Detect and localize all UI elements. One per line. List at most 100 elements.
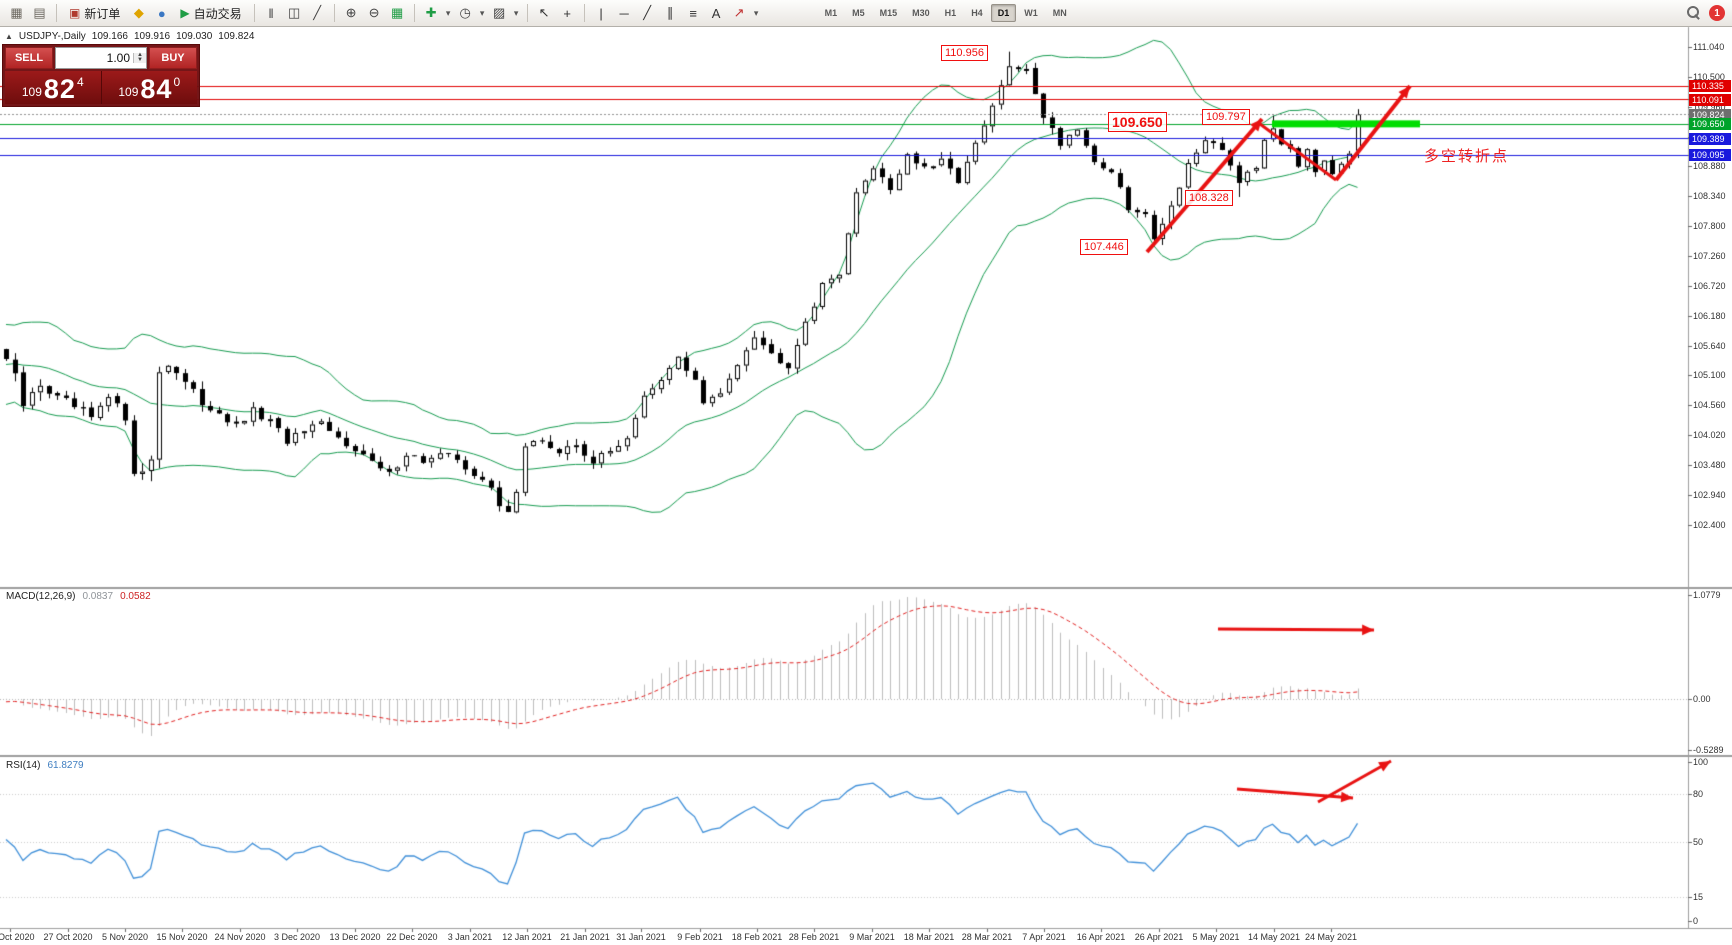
new-chart-icon[interactable]: ▦ [10,5,23,20]
new-order-button-label: 新订单 [84,6,121,21]
one-click-trading-panel: SELL 1.00 ▲ ▼ BUY 109 82 4 109 84 0 [2,44,200,107]
price-tick-102.940: 102.940 [1693,489,1726,500]
templates-caret-icon[interactable]: ▾ [513,7,519,18]
bar-chart-mode-icon[interactable]: ‖ [268,5,274,21]
date-label-22-Dec-2020: 22 Dec 2020 [386,932,438,942]
date-label-5-Nov-2020: 5 Nov 2020 [101,932,149,942]
sell-price-big: 82 [43,74,76,104]
price-tick-102.400: 102.400 [1693,519,1726,530]
volume-down-icon[interactable]: ▼ [134,57,146,63]
fibonacci-icon[interactable]: ≡ [689,5,697,21]
metaeditor-icon[interactable]: ◆ [133,5,144,20]
objects-caret-icon[interactable]: ▾ [753,7,759,18]
date-label-28-Feb-2021: 28 Feb 2021 [788,932,840,942]
price-badge-109.095: 109.095 [1689,149,1731,162]
macd-scale-1.0779: 1.0779 [1693,589,1721,600]
profiles-icon[interactable]: ▤ [33,5,46,20]
annotation-resistance-109650[interactable]: 109.650 [1108,112,1167,132]
periods-caret-icon[interactable]: ▾ [479,7,485,18]
rsi-scale-50: 50 [1693,836,1704,847]
toolbar-items: ▦ ▤ ▣ 新订单 ◆ ● ▶ 自动交易 ‖ ◫ ╱ ⊕ ⊖ ▦ ✚ ▾ ◷ ▾ ▨ ▾ ↖ + | ─ ╱ ∥ ≡ A ↗ ▾ [5,3,762,24]
price-tick-107.800: 107.800 [1693,221,1726,232]
date-label-13-Dec-2020: 13 Dec 2020 [329,932,381,942]
date-label-26-Apr-2021: 26 Apr 2021 [1134,932,1184,942]
zoom-in-icon[interactable]: ⊕ [345,5,357,20]
timeframe-button-mn[interactable]: MN [1052,8,1067,18]
macd-signal-value: 0.0582 [120,591,151,602]
macd-scale--0.5289: -0.5289 [1693,745,1724,756]
line-chart-mode-icon[interactable]: ╱ [313,5,322,20]
timeframe-button-m5[interactable]: M5 [852,8,865,18]
annotation-high-110956[interactable]: 110.956 [941,45,988,61]
autotrading-button[interactable]: ▶ 自动交易 [173,3,248,24]
timeframe-button-m30[interactable]: M30 [912,8,930,18]
toolbar-separator [253,4,255,22]
timeframe-button-h1[interactable]: H1 [944,8,957,18]
buy-price-button[interactable]: 109 84 0 [100,71,198,104]
search-icon[interactable] [1687,6,1701,20]
date-label-3-Jan-2021: 3 Jan 2021 [447,932,493,942]
vertical-line-icon[interactable]: | [599,5,603,21]
chart-symbol: USDJPY-,Daily [18,31,86,42]
date-label-3-Dec-2020: 3 Dec 2020 [273,932,321,942]
cursor-icon[interactable]: ↖ [538,5,550,20]
price-tick-107.260: 107.260 [1693,251,1726,262]
arrows-tool-icon[interactable]: ↗ [733,5,745,20]
volume-up-icon[interactable]: ▲ [134,52,146,58]
price-tick-104.560: 104.560 [1693,400,1726,411]
date-label-12-Jan-2021: 12 Jan 2021 [502,932,552,942]
price-badge-109.824: 109.824 [1689,108,1731,121]
volume-steppers[interactable]: ▲ ▼ [133,52,146,63]
price-badge-109.650: 109.650 [1689,118,1731,131]
horizontal-line-icon[interactable]: ─ [619,5,629,21]
annotation-swing-109797[interactable]: 109.797 [1202,109,1250,125]
timeframe-button-m1[interactable]: M1 [824,8,838,18]
periods-icon[interactable]: ◷ [459,5,471,20]
timeframe-button-m15[interactable]: M15 [879,8,898,18]
notification-badge[interactable]: 1 [1709,5,1725,21]
templates-icon[interactable]: ▨ [492,5,506,20]
channel-icon[interactable]: ∥ [666,5,674,20]
tile-windows-icon[interactable]: ▦ [390,5,404,20]
trendline-icon[interactable]: ╱ [643,5,652,20]
price-tick-105.100: 105.100 [1693,370,1726,381]
text-label-icon[interactable]: A [711,5,721,21]
volume-field[interactable]: 1.00 ▲ ▼ [55,47,147,69]
new-order-button[interactable]: ▣ 新订单 [62,3,127,24]
turning-point-note[interactable]: 多空转折点 [1424,148,1510,165]
sell-button[interactable]: SELL [5,47,53,69]
price-tick-105.640: 105.640 [1693,340,1726,351]
sell-price-button[interactable]: 109 82 4 [5,71,101,104]
rsi-value: 61.8279 [47,760,84,771]
timeframe-group: M1 M5 M15 M30 H1 H4 D1 W1 MN [818,4,1074,22]
crosshair-icon[interactable]: + [563,5,571,21]
annotation-pullback-108328[interactable]: 108.328 [1185,190,1233,206]
price-tick-111.040: 111.040 [1693,42,1725,52]
price-tick-108.880: 108.880 [1693,161,1726,172]
buy-price-big: 84 [140,74,173,104]
collapse-marker-icon[interactable]: ▲ [5,32,13,41]
price-tick-104.020: 104.020 [1693,430,1726,441]
timeframe-button-w1[interactable]: W1 [1024,8,1038,18]
date-label-18-Mar-2021: 18 Mar 2021 [903,932,955,942]
rsi-scale-80: 80 [1693,788,1704,799]
indicators-caret-icon[interactable]: ▾ [445,7,451,18]
price-tick-106.180: 106.180 [1693,310,1726,321]
autotrading-button-label: 自动交易 [193,6,242,21]
indicators-icon[interactable]: ✚ [425,5,437,20]
price-tick-108.340: 108.340 [1693,191,1726,202]
date-label-9-Mar-2021: 9 Mar 2021 [849,932,895,942]
annotation-low-107446[interactable]: 107.446 [1080,239,1128,255]
zoom-out-icon[interactable]: ⊖ [368,5,380,20]
ohlc-open: 109.166 [91,31,128,42]
date-label-21-Jan-2021: 21 Jan 2021 [560,932,610,942]
market-icon[interactable]: ● [157,5,166,21]
candlestick-mode-icon[interactable]: ◫ [287,5,301,20]
price-tick-109.960: 109.960 [1693,101,1726,112]
macd-label-row: MACD(12,26,9) 0.0837 0.0582 [6,591,151,602]
timeframe-button-h4[interactable]: H4 [971,8,983,18]
buy-button[interactable]: BUY [149,47,197,69]
timeframe-button-d1[interactable]: D1 [990,4,1017,22]
